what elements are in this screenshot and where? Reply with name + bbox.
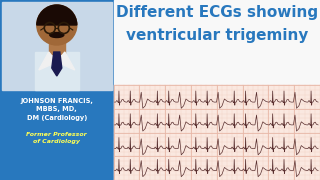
Text: JOHNSON FRANCIS,
MBBS, MD,
DM (Cardiology): JOHNSON FRANCIS, MBBS, MD, DM (Cardiolog… — [20, 98, 93, 121]
Text: Different ECGs showing: Different ECGs showing — [116, 5, 318, 20]
Polygon shape — [52, 52, 62, 76]
Ellipse shape — [50, 33, 64, 37]
Bar — [35, 52, 79, 90]
Text: Former Professor
of Cardiology: Former Professor of Cardiology — [27, 132, 87, 144]
Text: ventricular trigeminy: ventricular trigeminy — [126, 28, 308, 43]
Circle shape — [37, 5, 77, 45]
Wedge shape — [37, 5, 77, 25]
Bar — [2, 2, 112, 90]
Polygon shape — [57, 52, 75, 70]
Bar — [49, 40, 65, 54]
Bar — [114, 85, 320, 180]
Polygon shape — [39, 52, 57, 70]
Bar — [114, 0, 320, 90]
Bar — [0, 0, 114, 180]
